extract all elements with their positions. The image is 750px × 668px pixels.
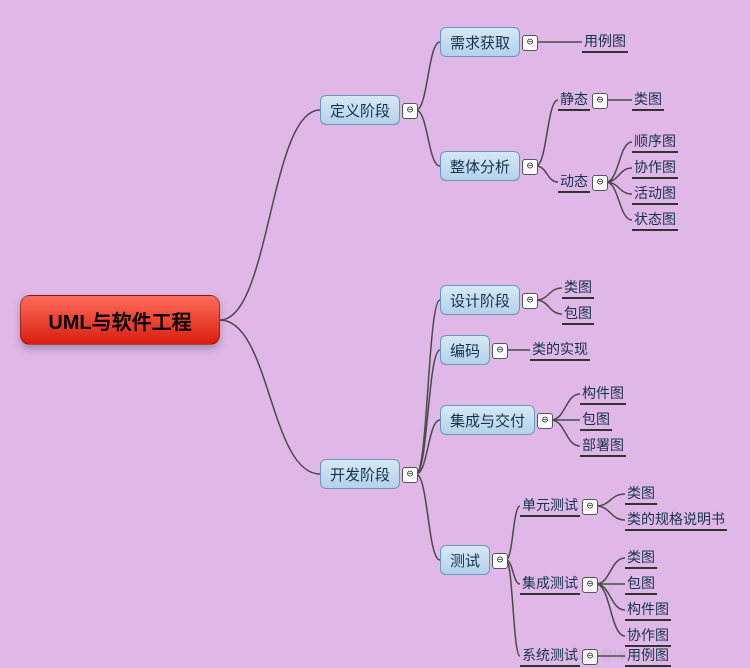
leaf-node-l_static[interactable]: 静态 — [558, 89, 590, 111]
mindmap-canvas: UML与软件工程定义阶段开发阶段需求获取整体分析用例图静态动态类图顺序图协作图活… — [0, 0, 750, 668]
leaf-node-l_usecase[interactable]: 用例图 — [582, 31, 628, 53]
toggle-b2d[interactable]: ⊖ — [492, 553, 508, 569]
toggle-l_integ[interactable]: ⊖ — [582, 577, 598, 593]
leaf-node-l_pkg1[interactable]: 包图 — [562, 303, 594, 325]
edge-b2d-l_unit — [506, 506, 520, 560]
leaf-node-l_collab[interactable]: 协作图 — [632, 157, 678, 179]
leaf-node-l_pkg3[interactable]: 包图 — [625, 573, 657, 595]
edge-b1-b1b — [416, 110, 440, 166]
toggle-b1a[interactable]: ⊖ — [522, 35, 538, 51]
leaf-node-l_spec[interactable]: 类的规格说明书 — [625, 509, 727, 531]
leaf-node-l_collab2[interactable]: 协作图 — [625, 625, 671, 647]
toggle-l_unit[interactable]: ⊖ — [582, 499, 598, 515]
branch-node-b1b[interactable]: 整体分析 — [440, 151, 520, 181]
leaf-node-l_integ[interactable]: 集成测试 — [520, 573, 580, 595]
edge-b2a-l_pkg1 — [536, 300, 562, 314]
leaf-node-l_pkg2[interactable]: 包图 — [580, 409, 612, 431]
leaf-node-l_activity[interactable]: 活动图 — [632, 183, 678, 205]
edge-l_unit-l_spec — [596, 506, 625, 520]
toggle-b1b[interactable]: ⊖ — [522, 159, 538, 175]
edge-l_integ-l_component2 — [596, 584, 625, 610]
branch-node-b2[interactable]: 开发阶段 — [320, 459, 400, 489]
toggle-b2c[interactable]: ⊖ — [537, 413, 553, 429]
toggle-b2[interactable]: ⊖ — [402, 467, 418, 483]
leaf-node-l_class2[interactable]: 类图 — [562, 277, 594, 299]
leaf-node-l_dynamic[interactable]: 动态 — [558, 171, 590, 193]
edge-b2c-l_deploy — [551, 420, 580, 446]
leaf-node-l_state[interactable]: 状态图 — [632, 209, 678, 231]
edge-l_integ-l_class4 — [596, 558, 625, 584]
leaf-node-l_class4[interactable]: 类图 — [625, 547, 657, 569]
edge-root-b2 — [220, 320, 320, 474]
toggle-b1[interactable]: ⊖ — [402, 103, 418, 119]
branch-node-b2d[interactable]: 测试 — [440, 545, 490, 575]
leaf-node-l_classimpl[interactable]: 类的实现 — [530, 339, 590, 361]
edge-b2-b2b — [416, 350, 440, 474]
edge-b2c-l_component — [551, 394, 580, 420]
branch-node-b2c[interactable]: 集成与交付 — [440, 405, 535, 435]
watermark: CSDN @laufing — [560, 647, 652, 662]
edge-b1b-l_dynamic — [536, 166, 558, 182]
toggle-b2a[interactable]: ⊖ — [522, 293, 538, 309]
leaf-node-l_class1[interactable]: 类图 — [632, 89, 664, 111]
leaf-node-l_unit[interactable]: 单元测试 — [520, 495, 580, 517]
root-node-root[interactable]: UML与软件工程 — [20, 295, 220, 345]
edge-l_unit-l_class3 — [596, 494, 625, 506]
edge-b2a-l_class2 — [536, 288, 562, 300]
leaf-node-l_component[interactable]: 构件图 — [580, 383, 626, 405]
branch-node-b1a[interactable]: 需求获取 — [440, 27, 520, 57]
edge-b1b-l_static — [536, 100, 558, 166]
toggle-b2b[interactable]: ⊖ — [492, 343, 508, 359]
leaf-node-l_class3[interactable]: 类图 — [625, 483, 657, 505]
edge-b1-b1a — [416, 42, 440, 110]
branch-node-b2a[interactable]: 设计阶段 — [440, 285, 520, 315]
leaf-node-l_component2[interactable]: 构件图 — [625, 599, 671, 621]
toggle-l_static[interactable]: ⊖ — [592, 93, 608, 109]
edge-l_integ-l_collab2 — [596, 584, 625, 636]
edge-b2-b2d — [416, 474, 440, 560]
leaf-node-l_deploy[interactable]: 部署图 — [580, 435, 626, 457]
leaf-node-l_seq[interactable]: 顺序图 — [632, 131, 678, 153]
branch-node-b2b[interactable]: 编码 — [440, 335, 490, 365]
edge-root-b1 — [220, 110, 320, 320]
branch-node-b1[interactable]: 定义阶段 — [320, 95, 400, 125]
toggle-l_dynamic[interactable]: ⊖ — [592, 175, 608, 191]
